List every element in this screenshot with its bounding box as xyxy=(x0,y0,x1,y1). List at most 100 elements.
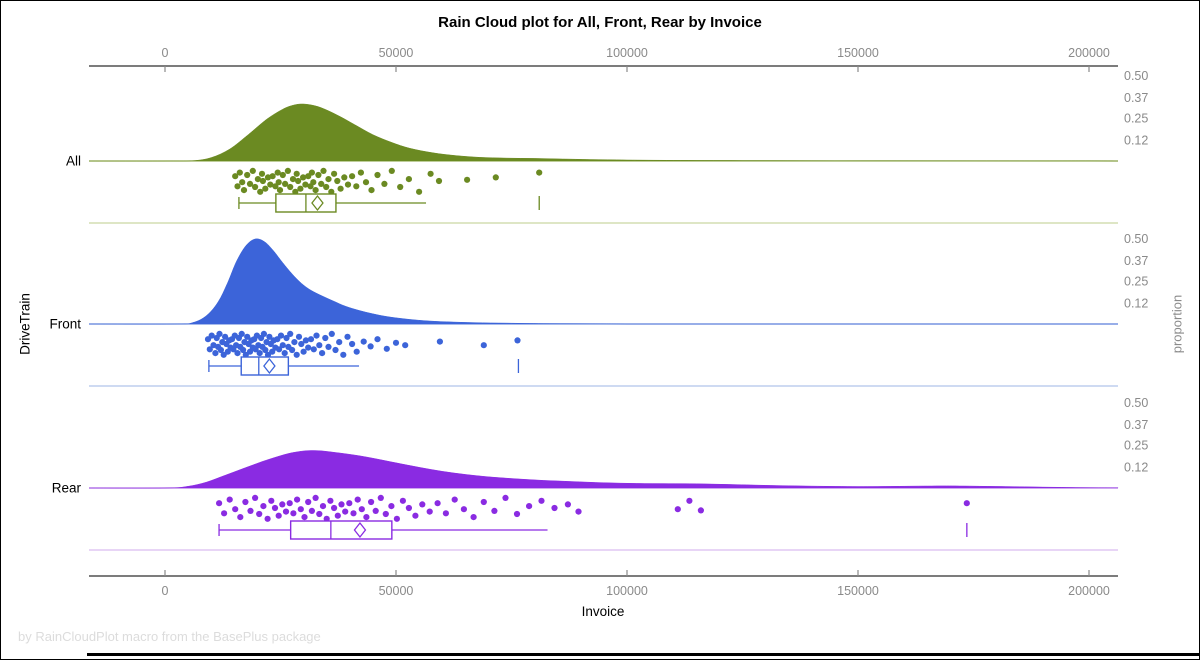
bottom-axis-tick-label: 0 xyxy=(162,584,169,598)
rain-point-front xyxy=(276,346,283,353)
rain-point-front xyxy=(208,332,215,339)
rain-point-front xyxy=(360,338,367,345)
rain-point-front xyxy=(262,346,269,354)
rain-point-front xyxy=(307,336,315,343)
rain-point-front xyxy=(256,350,263,357)
rain-point-all xyxy=(259,177,266,185)
rain-point-rear xyxy=(268,497,275,504)
rain-point-rear xyxy=(316,510,323,518)
rain-point-all xyxy=(349,173,356,180)
rain-point-all xyxy=(435,177,443,185)
rain-point-rear xyxy=(308,507,315,514)
rain-point-all xyxy=(300,174,307,181)
rain-point-all xyxy=(312,187,319,194)
rain-point-rear xyxy=(442,510,449,517)
rain-point-rear xyxy=(412,512,419,519)
rain-point-front xyxy=(238,330,245,337)
top-axis-tick-label: 0 xyxy=(162,46,169,60)
top-axis-tick-label: 200000 xyxy=(1068,46,1110,60)
bottom-axis-tick-label: 150000 xyxy=(837,584,879,598)
rain-point-all xyxy=(397,183,404,191)
rain-point-all xyxy=(289,176,297,183)
rain-point-front xyxy=(295,333,303,340)
rain-point-front xyxy=(316,342,323,349)
rain-point-rear xyxy=(451,496,458,503)
rain-point-rear xyxy=(346,500,353,507)
rain-point-rear xyxy=(575,508,582,515)
rain-point-all xyxy=(374,171,381,179)
rain-point-all xyxy=(234,183,241,190)
rain-point-all xyxy=(388,167,395,174)
proportion-tick-label-front: 0.50 xyxy=(1124,232,1148,246)
rain-point-front xyxy=(313,332,320,339)
top-axis-tick-label: 100000 xyxy=(606,46,648,60)
rain-point-rear xyxy=(301,514,308,521)
rain-point-front xyxy=(283,334,290,342)
rain-point-rear xyxy=(372,507,379,514)
rain-point-rear xyxy=(354,496,361,503)
rain-point-all xyxy=(315,171,322,179)
rain-point-rear xyxy=(247,507,254,514)
rain-point-all xyxy=(334,177,341,185)
rain-point-front xyxy=(367,343,374,350)
proportion-tick-label-all: 0.12 xyxy=(1124,134,1148,148)
mean-diamond-front xyxy=(263,357,276,375)
proportion-tick-label-rear: 0.25 xyxy=(1124,439,1148,453)
rain-point-rear xyxy=(221,510,228,517)
rain-point-all xyxy=(318,180,325,187)
rain-point-front xyxy=(206,346,213,353)
rain-point-rear xyxy=(237,514,244,521)
rain-point-rear xyxy=(297,506,304,513)
mean-diamond-all xyxy=(311,194,324,212)
rain-point-front xyxy=(480,342,487,349)
rain-point-front xyxy=(310,346,317,353)
rain-point-all xyxy=(274,169,281,176)
density-area-rear xyxy=(88,450,1119,489)
rain-point-rear xyxy=(264,515,271,522)
rain-point-rear xyxy=(290,510,297,517)
rain-point-front xyxy=(344,333,351,340)
rain-point-rear xyxy=(470,514,477,521)
footer-attribution: by RainCloudPlot macro from the BasePlus… xyxy=(18,629,321,644)
rain-point-rear xyxy=(419,501,426,508)
rain-point-all xyxy=(427,170,434,177)
rain-point-rear xyxy=(388,503,395,510)
rain-point-all xyxy=(257,188,264,195)
rain-point-front xyxy=(328,330,335,337)
rain-point-all xyxy=(325,176,332,183)
rain-point-all xyxy=(464,176,471,183)
proportion-tick-label-all: 0.37 xyxy=(1124,91,1148,105)
density-area-front xyxy=(88,238,1118,325)
rain-point-rear xyxy=(342,508,349,515)
rain-point-rear xyxy=(358,506,365,513)
rain-point-rear xyxy=(350,510,357,517)
x-axis-label-invoice: Invoice xyxy=(581,604,625,619)
rain-point-rear xyxy=(331,504,338,512)
rain-point-rear xyxy=(502,494,509,501)
chart-title: Rain Cloud plot for All, Front, Rear by … xyxy=(438,14,762,31)
rain-point-all xyxy=(353,183,360,190)
rain-point-rear xyxy=(491,507,498,514)
rain-point-rear xyxy=(460,506,467,513)
rain-point-rear xyxy=(368,498,375,506)
rain-point-rear xyxy=(377,494,384,501)
mean-diamond-rear xyxy=(353,521,367,539)
rain-point-all xyxy=(279,171,286,179)
rain-point-all xyxy=(320,167,327,174)
category-label-front: Front xyxy=(49,317,81,332)
proportion-tick-label-rear: 0.37 xyxy=(1124,418,1148,432)
rain-point-front xyxy=(216,330,223,337)
rain-point-all xyxy=(416,188,423,195)
rain-point-rear xyxy=(405,504,412,512)
rain-point-all xyxy=(244,171,251,179)
rain-point-front xyxy=(212,350,219,357)
rain-point-all xyxy=(287,183,294,191)
rain-point-all xyxy=(308,169,315,176)
rain-point-front xyxy=(340,351,347,358)
y-axis-label-proportion: proportion xyxy=(1169,294,1185,354)
rain-point-all xyxy=(232,173,239,180)
bottom-axis-tick-label: 200000 xyxy=(1068,584,1110,598)
rain-point-rear xyxy=(305,498,312,506)
rain-point-front xyxy=(332,346,339,354)
